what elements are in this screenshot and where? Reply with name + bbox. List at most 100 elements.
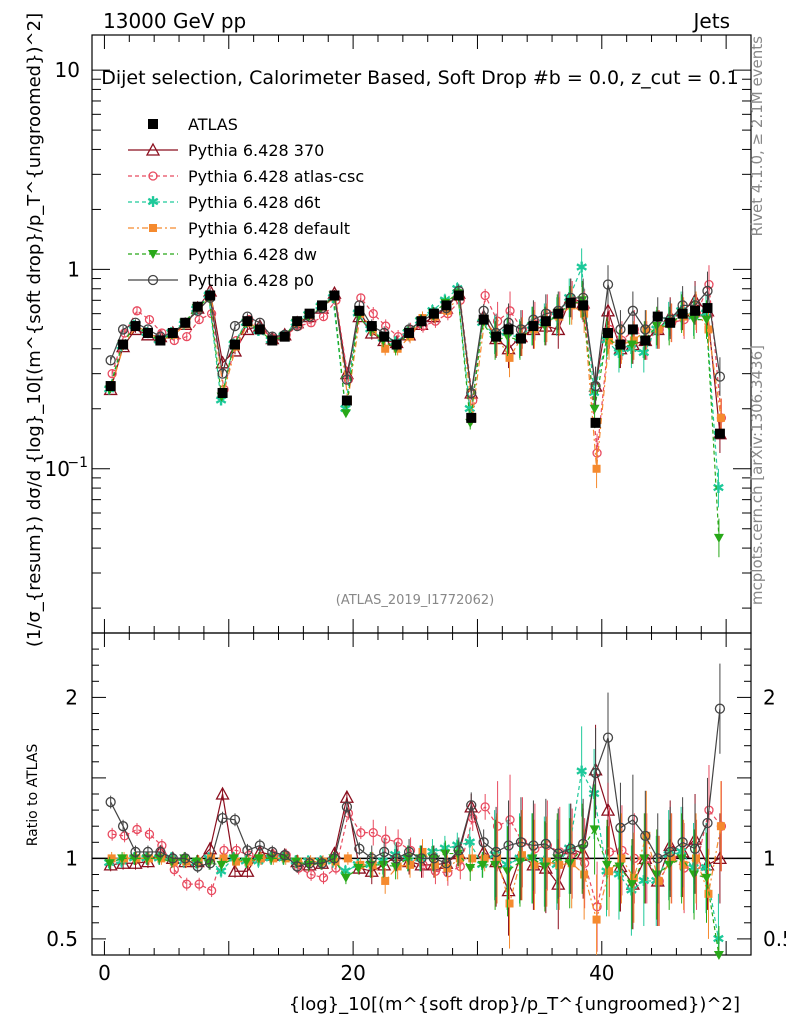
legend-item-atlascsc: Pythia 6.428 atlas-csc xyxy=(128,167,364,186)
top-point-atlas xyxy=(453,290,464,301)
top-y-tick-exponent: −1 xyxy=(67,455,88,471)
top-point-atlas xyxy=(578,300,589,311)
top-point-atlascsc xyxy=(505,306,515,316)
bottom-point-atlascsc xyxy=(480,802,490,812)
bottom-point-default xyxy=(343,854,352,863)
bottom-point-default xyxy=(107,854,116,863)
legend-label-atlas: ATLAS xyxy=(188,115,238,134)
top-y-tick-label: 1 xyxy=(67,257,80,281)
bottom-point-dw xyxy=(639,854,650,864)
bottom-point-atlascsc xyxy=(107,829,117,839)
legend-item-p0: Pythia 6.428 p0 xyxy=(128,271,314,290)
bottom-point-p370 xyxy=(240,863,255,877)
top-point-d6t: ✱ xyxy=(575,259,588,277)
bottom-point-p0 xyxy=(453,845,464,856)
bottom-point-dw xyxy=(664,860,675,870)
bottom-point-default xyxy=(605,867,614,876)
top-point-p0 xyxy=(466,387,477,399)
bottom-point-p0 xyxy=(403,846,415,858)
bottom-point-p370 xyxy=(600,802,616,816)
bottom-y-tick-label: 0.5 xyxy=(46,927,78,951)
top-line-p0 xyxy=(110,284,721,394)
bottom-point-dw xyxy=(564,859,575,869)
legend-item-dw: Pythia 6.428 dw xyxy=(128,245,317,264)
bottom-point-p0 xyxy=(515,837,527,848)
bottom-point-dw xyxy=(340,873,351,883)
top-point-atlas xyxy=(354,305,365,316)
bottom-point-default xyxy=(679,860,688,869)
top-point-p0 xyxy=(702,285,713,297)
bottom-point-atlascsc xyxy=(393,837,403,847)
top-point-atlas xyxy=(118,339,129,350)
x-tick-label: 20 xyxy=(340,961,365,985)
bottom-point-p0 xyxy=(304,858,315,869)
top-point-atlas xyxy=(565,297,576,308)
bottom-point-atlascsc xyxy=(356,827,366,838)
top-point-atlas xyxy=(640,335,651,346)
bottom-point-dw xyxy=(477,860,488,870)
bottom-point-p0 xyxy=(105,796,116,808)
header-category: Jets xyxy=(692,9,730,33)
bottom-point-p370 xyxy=(215,786,230,800)
top-point-atlascsc xyxy=(704,279,714,290)
bottom-point-dw xyxy=(539,862,550,872)
bottom-point-dw xyxy=(216,860,227,870)
legend-item-d6t: ✱ Pythia 6.428 d6t xyxy=(128,193,320,212)
bottom-point-default xyxy=(580,870,589,879)
bottom-point-default xyxy=(430,860,439,869)
top-point-atlas xyxy=(665,317,676,328)
legend-marker-atlas xyxy=(148,119,158,129)
bottom-point-p370 xyxy=(712,851,728,865)
top-point-atlas xyxy=(603,327,614,338)
top-point-p0 xyxy=(105,355,116,366)
legend: ATLAS Pythia 6.428 370 Pythia 6.428 atlas-… xyxy=(128,115,364,290)
bottom-point-atlascsc xyxy=(318,873,329,883)
bottom-point-default xyxy=(468,854,477,863)
bottom-point-default xyxy=(530,860,539,869)
bottom-point-dw xyxy=(490,860,501,870)
bottom-point-p0 xyxy=(242,845,253,856)
bottom-point-p0 xyxy=(316,858,328,869)
bottom-point-p0 xyxy=(391,853,402,864)
top-point-atlascsc xyxy=(480,290,490,301)
top-point-atlas xyxy=(391,339,402,350)
bottom-point-d6t: ✱ xyxy=(575,762,588,780)
bottom-point-atlascsc xyxy=(343,808,354,818)
top-point-atlascsc xyxy=(368,309,378,319)
top-point-atlas xyxy=(292,316,303,327)
x-axis-title: {log}_10[(m^{soft drop}/p_T^{ungroomed})… xyxy=(289,994,740,1015)
top-point-atlas xyxy=(379,331,390,342)
top-y-tick-label: 10 xyxy=(45,457,70,481)
bottom-point-default xyxy=(667,854,676,863)
top-point-atlas xyxy=(528,321,539,332)
bottom-point-p0 xyxy=(540,838,551,850)
top-point-atlas xyxy=(242,316,253,327)
top-y-tick-label: 10 xyxy=(55,58,80,82)
top-point-p0 xyxy=(117,324,129,335)
top-point-atlas xyxy=(702,303,713,314)
bottom-point-p0 xyxy=(714,703,726,714)
legend-marker-default xyxy=(149,224,157,232)
bottom-point-p0 xyxy=(204,858,216,869)
bottom-point-dw xyxy=(117,854,128,864)
legend-label-default: Pythia 6.428 default xyxy=(188,219,350,238)
legend-label-d6t: Pythia 6.428 d6t xyxy=(188,193,320,212)
bottom-point-p0 xyxy=(341,801,353,813)
top-point-atlas xyxy=(428,308,439,319)
bottom-point-dw xyxy=(713,951,724,960)
bottom-point-default xyxy=(555,860,564,869)
bottom-line-d6t xyxy=(109,769,720,940)
top-line-atlascsc xyxy=(111,284,723,454)
top-point-atlas xyxy=(329,290,340,301)
bottom-line-p370 xyxy=(110,769,721,893)
legend-item-default: Pythia 6.428 default xyxy=(128,219,350,238)
top-point-p0 xyxy=(590,380,601,392)
bottom-point-dw xyxy=(689,870,700,880)
bottom-point-p0 xyxy=(180,853,191,864)
bottom-point-p0 xyxy=(441,858,452,869)
bottom-point-dw xyxy=(253,854,264,864)
top-point-atlascsc xyxy=(381,321,391,331)
bottom-point-default xyxy=(654,876,663,885)
bottom-point-dw xyxy=(602,860,613,870)
